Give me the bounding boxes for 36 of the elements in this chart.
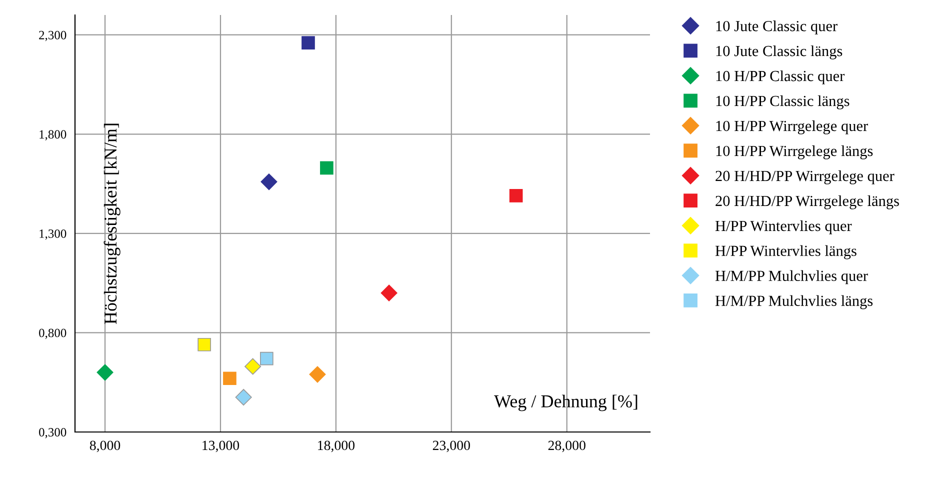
point [198, 338, 211, 352]
point [235, 388, 252, 406]
y-tick-label: 0,300 [39, 428, 66, 438]
point [509, 189, 523, 202]
y-tick-label: 1,300 [40, 229, 66, 240]
legend-label: 20 H/HD/PP Wirrgelege quer [716, 170, 894, 184]
legend-label: 20 H/HD/PP Wirrgelege längs [716, 195, 899, 210]
point [302, 36, 315, 50]
legend-label: 10 H/PP Wirrgelege längs [716, 145, 873, 160]
y-tick-label: 1,800 [40, 130, 66, 140]
legend-label: 10 Jute Classic längs [716, 45, 842, 60]
legend-label: 10 Jute Classic quer [716, 20, 838, 34]
legend-label: H/PP Wintervlies quer [715, 220, 852, 234]
x-tick-label: 28,000 [548, 440, 586, 452]
y-tick-label: 0,800 [39, 328, 66, 339]
x-tick-label: 8,000 [90, 440, 120, 452]
y-tick-label: 2,300 [39, 30, 66, 42]
legend-label: 10 H/PP Classic längs [716, 95, 850, 110]
y-axis-title: Höchstzugfestigkeit [kN/m] [104, 124, 120, 324]
legend-label: H/PP Wintervlies längs [715, 245, 856, 260]
point [260, 352, 274, 366]
x-axis-title: Weg / Dehnung [%] [494, 394, 638, 412]
legend-label: H/M/PP Mulchvlies quer [715, 270, 868, 284]
point [309, 366, 326, 383]
legend-label: 10 H/PP Classic quer [716, 70, 845, 84]
point [260, 174, 278, 190]
point [380, 284, 398, 302]
point [244, 358, 262, 375]
point [96, 364, 114, 381]
x-tick-label: 23,000 [432, 440, 470, 452]
legend-label: 10 H/PP Wirrgelege quer [716, 120, 868, 134]
point [223, 372, 236, 386]
point [320, 161, 334, 175]
legend-label: H/M/PP Mulchvlies längs [715, 295, 873, 310]
x-tick-label: 18,000 [318, 440, 355, 452]
x-tick-label: 13,000 [202, 440, 240, 452]
